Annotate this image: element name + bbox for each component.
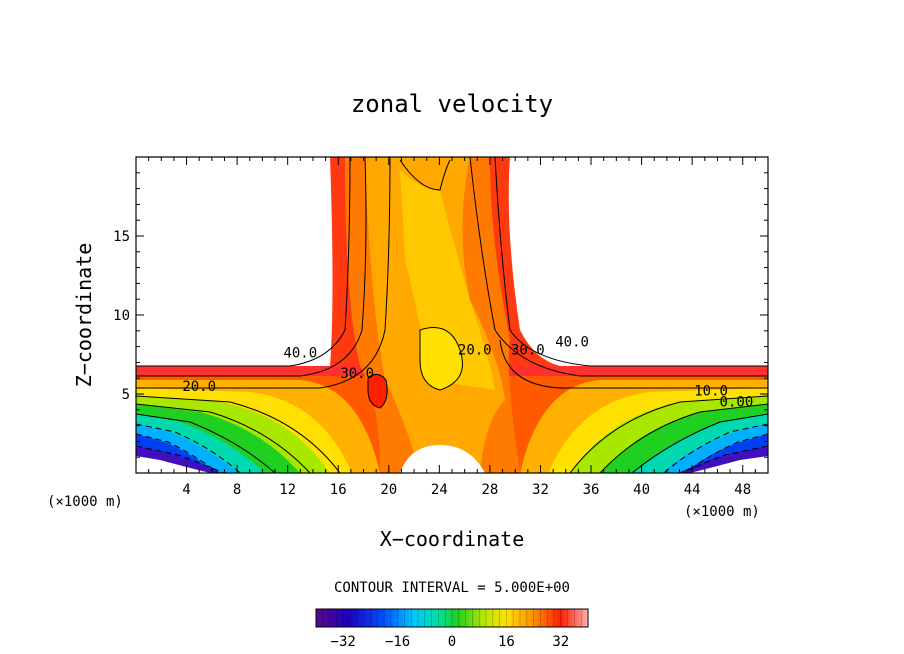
y-tick-label: 10 bbox=[113, 308, 130, 324]
x-tick-label: 16 bbox=[330, 482, 347, 498]
y-axis-unit: (×1000 m) bbox=[47, 494, 123, 510]
x-tick-label: 20 bbox=[380, 482, 397, 498]
contour-label: 40.0 bbox=[283, 346, 317, 362]
colorbar-tick-label: 0 bbox=[448, 634, 456, 650]
x-tick-label: 12 bbox=[279, 482, 296, 498]
x-axis-unit: (×1000 m) bbox=[684, 504, 760, 520]
contour-label: 20.0 bbox=[458, 343, 492, 359]
colorbar-tick-label: 32 bbox=[552, 634, 569, 650]
contour-interval-text: CONTOUR INTERVAL = 5.000E+00 bbox=[334, 580, 570, 596]
x-tick-label: 36 bbox=[583, 482, 600, 498]
x-tick-label: 28 bbox=[481, 482, 498, 498]
x-tick-label: 32 bbox=[532, 482, 549, 498]
contour-label: 20.0 bbox=[182, 379, 216, 395]
colorbar-tick-label: 16 bbox=[498, 634, 515, 650]
x-tick-label: 40 bbox=[633, 482, 650, 498]
x-tick-label: 4 bbox=[182, 482, 190, 498]
contour-label: 10.0 bbox=[694, 384, 728, 400]
contour-label: 30.0 bbox=[511, 343, 545, 359]
x-axis-label: X−coordinate bbox=[380, 527, 525, 551]
colorbar: −32 −16 0 16 32 bbox=[315, 608, 589, 650]
colorbar-tick-label: −32 bbox=[331, 634, 356, 650]
y-axis-label: Z−coordinate bbox=[72, 243, 96, 388]
chart-title: zonal velocity bbox=[351, 90, 553, 118]
y-tick-label: 15 bbox=[113, 229, 130, 245]
contour-label: 0.00 bbox=[720, 395, 754, 411]
contour-label: 40.0 bbox=[555, 335, 589, 351]
x-tick-label: 24 bbox=[431, 482, 448, 498]
x-tick-label: 8 bbox=[233, 482, 241, 498]
x-tick-label: 48 bbox=[734, 482, 751, 498]
y-tick-label: 5 bbox=[122, 387, 130, 403]
x-tick-label: 44 bbox=[684, 482, 701, 498]
contour-label: 30.0 bbox=[340, 366, 374, 382]
contour-field bbox=[136, 157, 768, 473]
colorbar-tick-label: −16 bbox=[385, 634, 410, 650]
